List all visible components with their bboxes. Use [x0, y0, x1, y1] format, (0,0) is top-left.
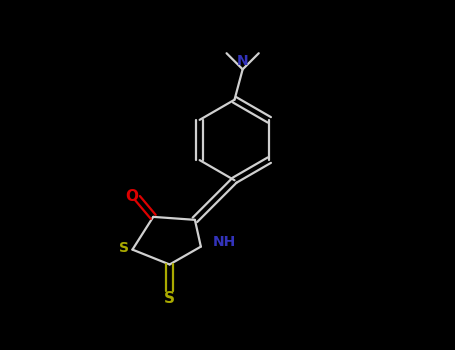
Text: O: O	[126, 189, 138, 204]
Text: S: S	[164, 291, 175, 306]
Text: S: S	[119, 241, 129, 255]
Text: NH: NH	[213, 236, 236, 250]
Text: N: N	[237, 54, 248, 68]
